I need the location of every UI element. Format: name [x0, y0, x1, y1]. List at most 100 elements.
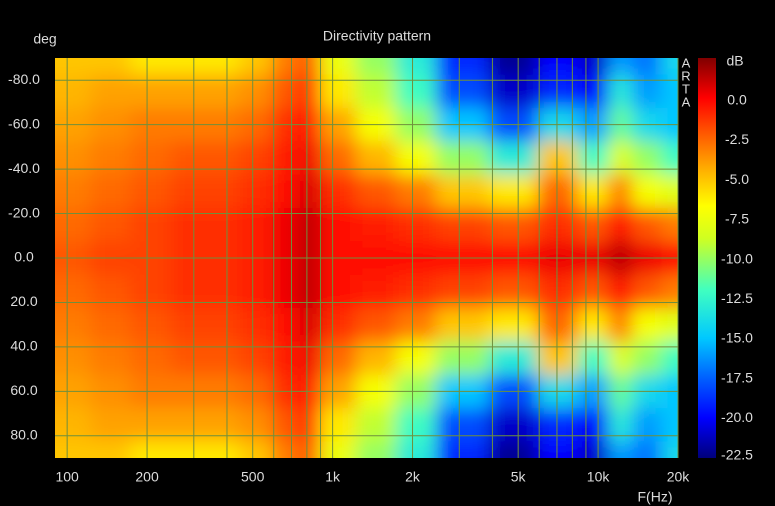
heat-cell: [90, 441, 131, 458]
heat-cell: [395, 408, 437, 442]
colorbar: [698, 58, 716, 458]
heat-cell: [130, 441, 171, 458]
heat-cell: [661, 441, 678, 458]
heat-cell: [608, 308, 633, 342]
watermark-letter: A: [682, 55, 691, 70]
heat-cell: [631, 58, 662, 76]
heat-cell: [272, 441, 300, 458]
heat-cell: [272, 274, 300, 309]
heat-cell: [537, 308, 579, 342]
heat-cell: [355, 308, 397, 342]
heat-cell: [631, 408, 662, 442]
y-tick-label: -40.0: [8, 160, 40, 176]
heat-cell: [488, 308, 539, 342]
heat-cell: [299, 408, 321, 442]
heat-cell: [631, 308, 662, 342]
heat-cell: [272, 408, 300, 442]
heat-cell: [170, 274, 211, 309]
heat-cell: [90, 174, 131, 209]
heat-cell: [272, 141, 300, 176]
heat-cell: [272, 308, 300, 342]
heat-cell: [355, 58, 397, 76]
heat-cell: [537, 441, 579, 458]
colorbar-tick-label: 0.0: [727, 92, 747, 108]
heat-cell: [631, 141, 662, 176]
heat-cell: [577, 174, 610, 209]
x-tick-label: 1k: [325, 469, 341, 485]
colorbar-tick-label: -7.5: [725, 211, 749, 227]
heat-cell: [395, 58, 437, 76]
heat-cell: [435, 308, 490, 342]
x-axis-label: F(Hz): [638, 489, 673, 505]
heat-cell: [210, 58, 241, 76]
heat-cell: [608, 274, 633, 309]
heat-cell: [299, 58, 321, 76]
heat-cell: [395, 141, 437, 176]
heat-cell: [239, 141, 273, 176]
y-axis-label: deg: [33, 31, 56, 47]
heat-cell: [90, 141, 131, 176]
heat-cell: [299, 208, 321, 242]
heat-cell: [577, 141, 610, 176]
heat-cell: [355, 441, 397, 458]
heat-cell: [55, 174, 92, 209]
heat-cell: [488, 58, 539, 76]
heat-cell: [239, 274, 273, 309]
heat-cell: [210, 441, 241, 458]
heat-cell: [355, 141, 397, 176]
chart-title: Directivity pattern: [323, 28, 431, 44]
heat-cell: [631, 441, 662, 458]
heat-cell: [435, 141, 490, 176]
colorbar-tick-label: -2.5: [725, 131, 749, 147]
y-tick-label: 20.0: [10, 293, 37, 309]
colorbar-tick-label: -5.0: [725, 171, 749, 187]
y-tick-label: 0.0: [14, 249, 34, 265]
heat-cell: [239, 408, 273, 442]
heat-cell: [299, 341, 321, 376]
heat-cell: [170, 58, 211, 76]
x-tick-label: 5k: [511, 469, 527, 485]
heat-cell: [170, 408, 211, 442]
watermark-letter: A: [682, 94, 691, 109]
heat-cell: [90, 308, 131, 342]
y-tick-label: -80.0: [8, 71, 40, 87]
x-tick-label: 2k: [405, 469, 421, 485]
x-tick-label: 20k: [667, 469, 691, 485]
heat-cell: [488, 174, 539, 209]
heat-cell: [435, 58, 490, 76]
heat-cell: [210, 174, 241, 209]
heat-cell: [395, 174, 437, 209]
heat-cell: [661, 174, 678, 209]
heat-cell: [319, 441, 357, 458]
axes: -80.0 -60.0 -40.0 -20.0 0.0 20.0 40.0 60.0 80.0 1…: [8, 55, 753, 484]
heat-cell: [435, 174, 490, 209]
colorbar-tick-label: -10.0: [721, 250, 753, 266]
heat-cell: [130, 58, 171, 76]
heat-cell: [130, 274, 171, 309]
heat-cell: [90, 274, 131, 309]
heat-cell: [435, 408, 490, 442]
heat-cell: [661, 208, 678, 242]
heat-cell: [130, 308, 171, 342]
heat-cell: [577, 274, 610, 309]
y-tick-label: -60.0: [8, 115, 40, 131]
colorbar-label: dB: [726, 53, 743, 69]
heat-cell: [631, 274, 662, 309]
colorbar-tick-label: -15.0: [721, 330, 753, 346]
heat-cell: [661, 58, 678, 76]
x-tick-label: 100: [55, 469, 79, 485]
x-tick-label: 10k: [587, 469, 611, 485]
colorbar-tick-label: -17.5: [721, 369, 753, 385]
heat-cell: [435, 441, 490, 458]
heat-cell: [130, 174, 171, 209]
heat-cell: [210, 274, 241, 309]
heat-cell: [488, 141, 539, 176]
heat-cell: [239, 58, 273, 76]
heat-cell: [355, 174, 397, 209]
heat-cell: [355, 408, 397, 442]
heat-cell: [488, 408, 539, 442]
heat-cell: [210, 408, 241, 442]
y-tick-label: -20.0: [8, 204, 40, 220]
heat-cell: [319, 141, 357, 176]
heat-cell: [299, 174, 321, 209]
